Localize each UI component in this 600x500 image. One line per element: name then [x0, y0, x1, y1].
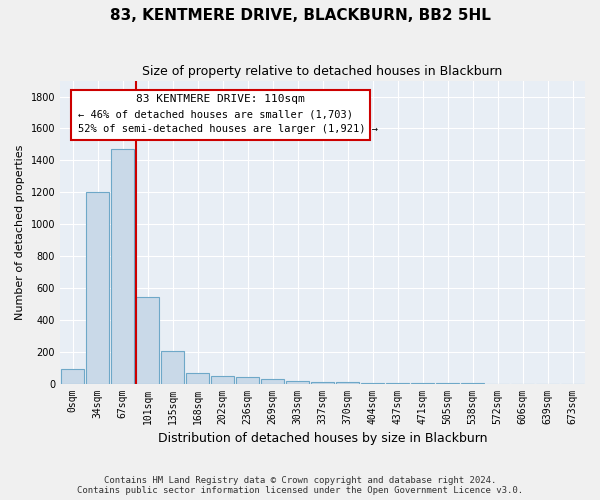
- Bar: [336, 382, 359, 384]
- Text: 83 KENTMERE DRIVE: 110sqm: 83 KENTMERE DRIVE: 110sqm: [136, 94, 305, 104]
- Bar: [211, 376, 234, 384]
- Bar: [311, 382, 334, 384]
- Text: 83, KENTMERE DRIVE, BLACKBURN, BB2 5HL: 83, KENTMERE DRIVE, BLACKBURN, BB2 5HL: [110, 8, 490, 22]
- Bar: [61, 369, 84, 384]
- Bar: [286, 381, 309, 384]
- Text: Contains HM Land Registry data © Crown copyright and database right 2024.
Contai: Contains HM Land Registry data © Crown c…: [77, 476, 523, 495]
- FancyBboxPatch shape: [71, 90, 370, 140]
- Y-axis label: Number of detached properties: Number of detached properties: [15, 144, 25, 320]
- Bar: [361, 383, 384, 384]
- Bar: [161, 351, 184, 384]
- Bar: [86, 192, 109, 384]
- Bar: [186, 373, 209, 384]
- Bar: [111, 149, 134, 384]
- Bar: [261, 379, 284, 384]
- X-axis label: Distribution of detached houses by size in Blackburn: Distribution of detached houses by size …: [158, 432, 487, 445]
- Text: ← 46% of detached houses are smaller (1,703): ← 46% of detached houses are smaller (1,…: [79, 110, 353, 120]
- Bar: [136, 298, 159, 384]
- Bar: [236, 378, 259, 384]
- Title: Size of property relative to detached houses in Blackburn: Size of property relative to detached ho…: [142, 65, 503, 78]
- Text: 52% of semi-detached houses are larger (1,921) →: 52% of semi-detached houses are larger (…: [79, 124, 379, 134]
